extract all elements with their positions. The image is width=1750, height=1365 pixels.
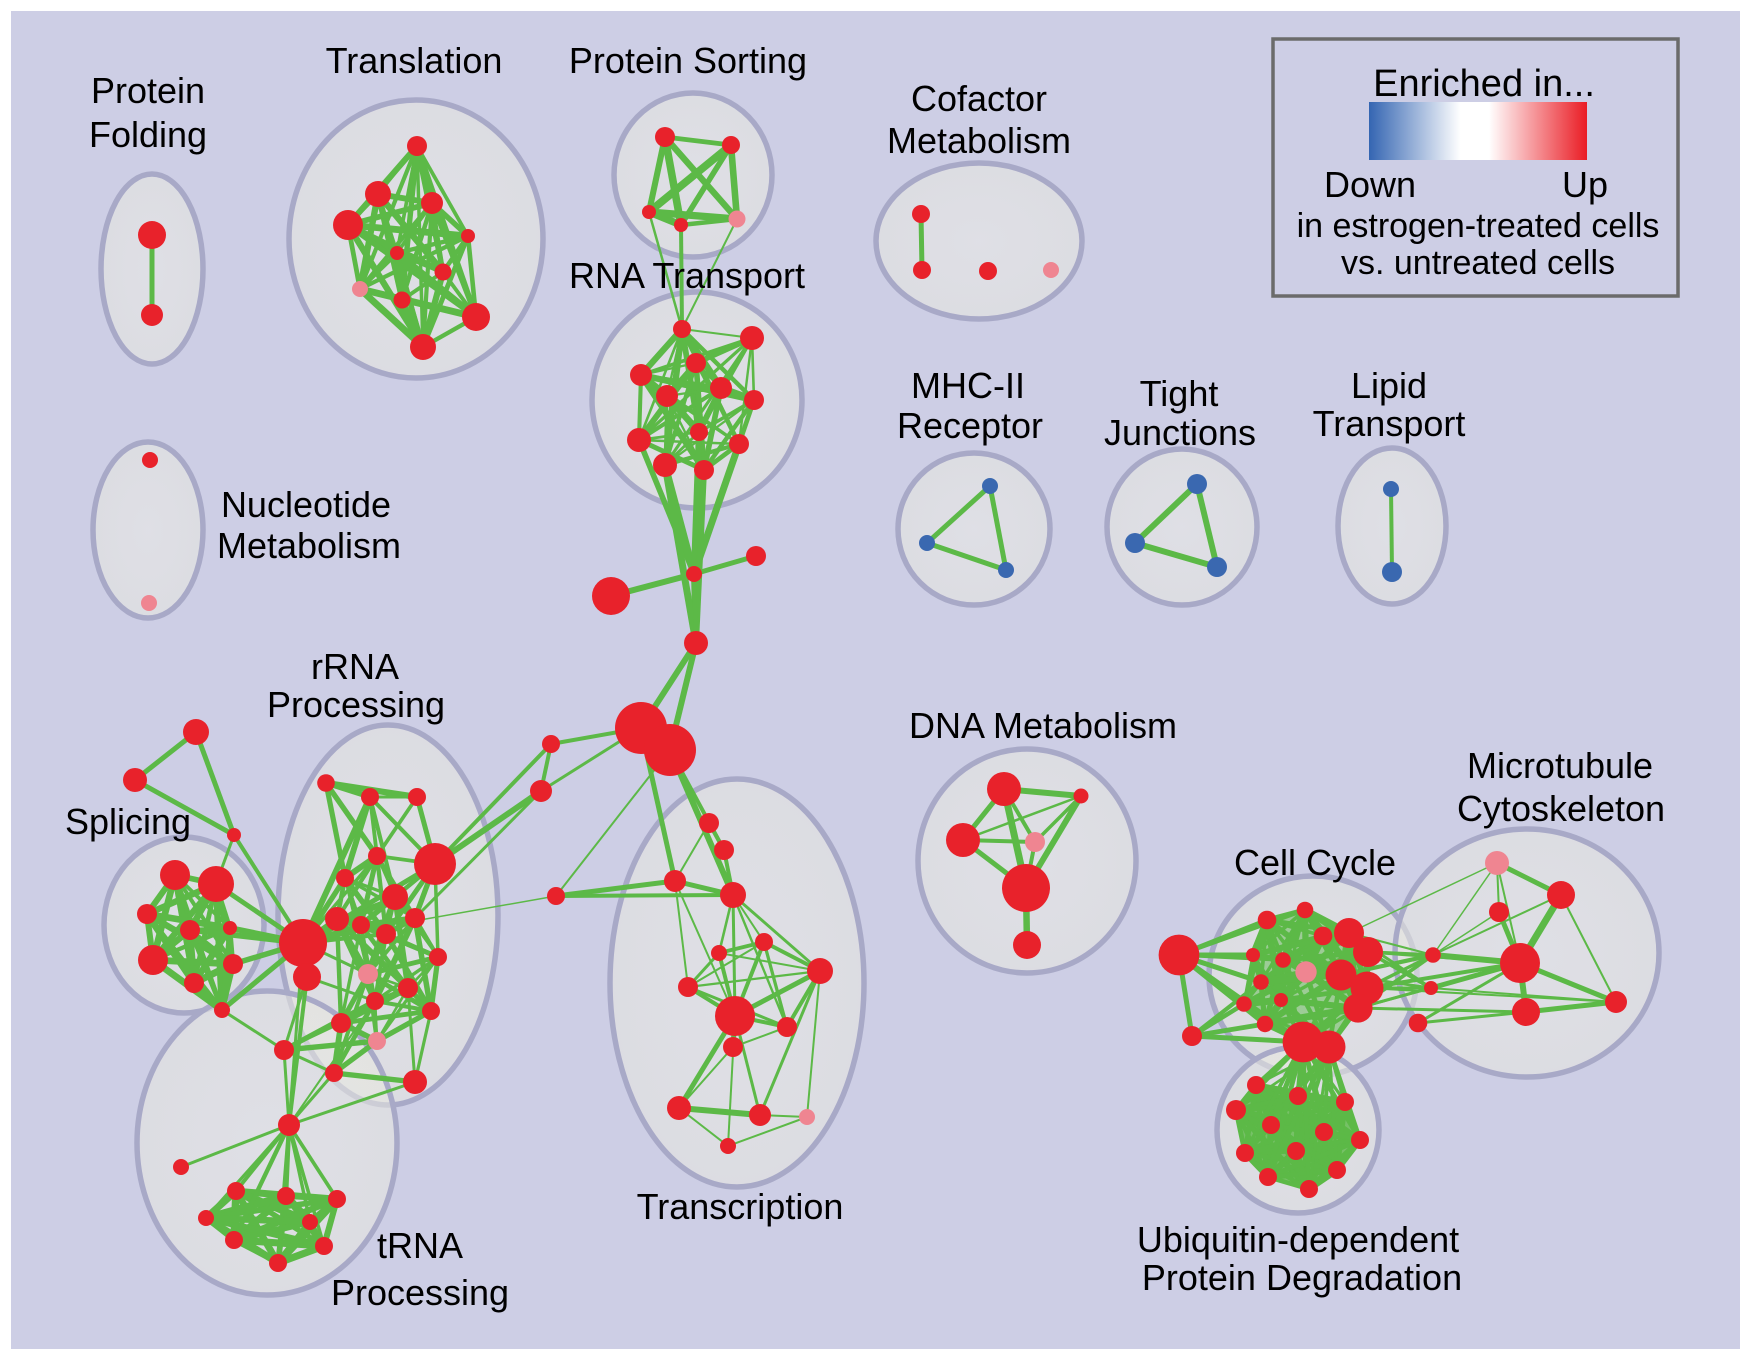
svg-text:Metabolism: Metabolism <box>887 120 1071 161</box>
svg-text:Protein Degradation: Protein Degradation <box>1142 1257 1462 1298</box>
svg-text:tRNA: tRNA <box>377 1225 463 1266</box>
svg-text:Protein Sorting: Protein Sorting <box>569 40 807 81</box>
svg-text:Transcription: Transcription <box>637 1186 844 1227</box>
svg-text:Transport: Transport <box>1313 403 1466 444</box>
svg-text:Folding: Folding <box>89 114 207 155</box>
svg-text:rRNA: rRNA <box>311 646 399 687</box>
svg-text:Splicing: Splicing <box>65 801 191 842</box>
svg-text:Ubiquitin-dependent: Ubiquitin-dependent <box>1137 1219 1459 1260</box>
svg-text:Up: Up <box>1562 164 1608 205</box>
svg-text:MHC-II: MHC-II <box>911 365 1025 406</box>
svg-text:vs. untreated cells: vs. untreated cells <box>1341 244 1615 282</box>
svg-text:Metabolism: Metabolism <box>217 525 401 566</box>
svg-text:DNA Metabolism: DNA Metabolism <box>909 705 1177 746</box>
svg-text:Nucleotide: Nucleotide <box>221 484 391 525</box>
svg-text:Receptor: Receptor <box>897 405 1043 446</box>
svg-text:Tight: Tight <box>1140 373 1219 414</box>
svg-text:Processing: Processing <box>331 1272 509 1313</box>
svg-text:RNA Transport: RNA Transport <box>569 255 805 296</box>
svg-text:Microtubule: Microtubule <box>1467 745 1653 786</box>
svg-text:in estrogen-treated cells: in estrogen-treated cells <box>1297 207 1660 245</box>
svg-text:Junctions: Junctions <box>1104 412 1256 453</box>
svg-text:Processing: Processing <box>267 684 445 725</box>
svg-text:Down: Down <box>1324 164 1416 205</box>
svg-text:Cofactor: Cofactor <box>911 78 1047 119</box>
svg-text:Enriched in...: Enriched in... <box>1373 63 1595 105</box>
svg-text:Lipid: Lipid <box>1351 365 1427 406</box>
svg-text:Cytoskeleton: Cytoskeleton <box>1457 788 1665 829</box>
svg-text:Protein: Protein <box>91 70 205 111</box>
svg-text:Cell Cycle: Cell Cycle <box>1234 842 1396 883</box>
svg-text:Translation: Translation <box>326 40 503 81</box>
